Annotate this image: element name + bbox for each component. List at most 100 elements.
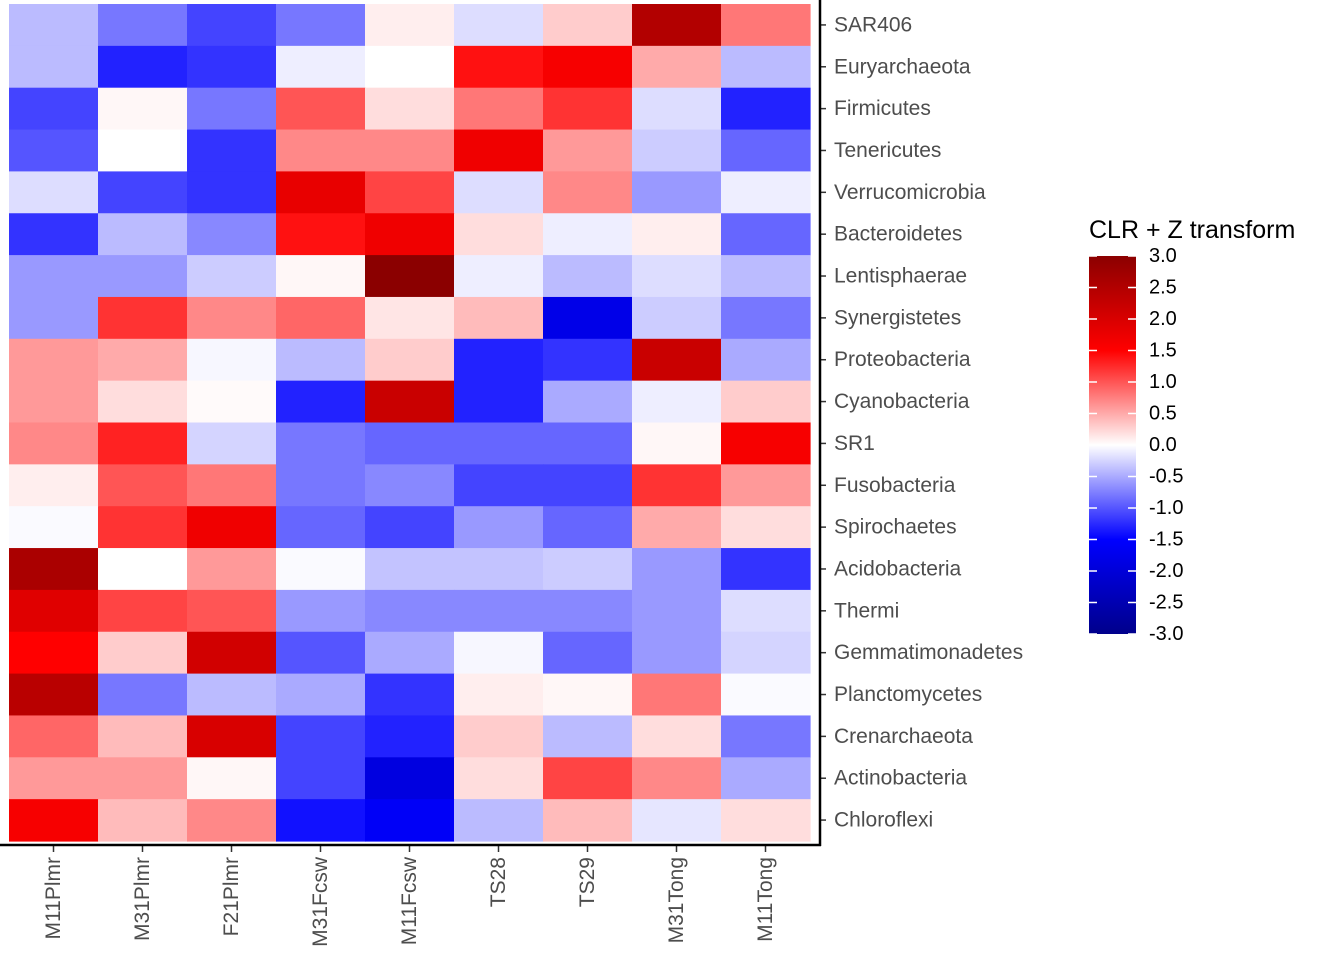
heatmap-cell [721, 338, 811, 382]
row-labels: SAR406 Euryarchaeota Firmicutes Tenericutes… [820, 13, 1023, 832]
heatmap-cell [632, 338, 722, 382]
heatmap-cell [276, 380, 366, 424]
heatmap-cell [721, 129, 811, 172]
heatmap-cell [9, 171, 99, 214]
heatmap-cell [543, 548, 633, 591]
heatmap-cell [9, 45, 99, 89]
row-label: SAR406 [834, 13, 912, 36]
heatmap-cell [454, 715, 544, 758]
heatmap-cell [365, 589, 455, 633]
heatmap-cell [632, 422, 722, 465]
heatmap-cell [98, 338, 188, 382]
heatmap-cell [98, 506, 188, 549]
heatmap-cell [632, 87, 722, 131]
row-label: Firmicutes [834, 97, 931, 120]
column-label: M31Tong [665, 857, 688, 943]
heatmap-cell [9, 380, 99, 424]
heatmap-cell [721, 296, 811, 340]
heatmap-cells [9, 4, 811, 842]
heatmap-cell [187, 757, 277, 800]
heatmap-cell [187, 129, 277, 172]
heatmap-cell [276, 255, 366, 298]
heatmap-cell [365, 548, 455, 591]
row-label: Proteobacteria [834, 348, 971, 371]
heatmap-cell [632, 757, 722, 800]
heatmap-cell [9, 631, 99, 675]
column-labels: M11Plmr M31Plmr F21Plmr M31Fcsw M11Fcsw TS28 T… [42, 846, 777, 947]
heatmap-cell [543, 757, 633, 800]
row-label: Euryarchaeota [834, 55, 971, 78]
heatmap-cell [365, 464, 455, 507]
heatmap-cell [276, 589, 366, 633]
heatmap-cell [365, 296, 455, 340]
heatmap-cell [9, 255, 99, 298]
heatmap-cell [365, 380, 455, 424]
heatmap-cell [543, 380, 633, 424]
heatmap-cell [98, 631, 188, 675]
heatmap-cell [98, 422, 188, 465]
heatmap-cell [276, 757, 366, 800]
heatmap-cell [543, 673, 633, 717]
heatmap-cell [98, 548, 188, 591]
colorbar-tick-label: -2.0 [1149, 560, 1183, 582]
row-label: Lentisphaerae [834, 265, 967, 288]
heatmap-cell [365, 213, 455, 256]
heatmap-cell [543, 338, 633, 382]
colorbar-tick-label: -0.5 [1149, 466, 1183, 488]
heatmap-cell [721, 422, 811, 465]
colorbar-tick-label: 2.0 [1149, 308, 1177, 330]
heatmap-cell [632, 506, 722, 549]
heatmap-cell [276, 506, 366, 549]
heatmap-cell [187, 45, 277, 89]
heatmap-cell [632, 45, 722, 89]
column-label: M11Fcsw [398, 856, 421, 945]
heatmap-cell [9, 464, 99, 507]
heatmap-cell [98, 4, 188, 47]
heatmap-cell [721, 757, 811, 800]
heatmap-cell [543, 715, 633, 758]
column-label: TS28 [487, 857, 510, 907]
row-label: Crenarchaeota [834, 725, 973, 748]
heatmap-cell [9, 715, 99, 758]
row-label: Planctomycetes [834, 683, 982, 706]
heatmap-cell [9, 87, 99, 131]
heatmap-cell [632, 548, 722, 591]
row-label: Gemmatimonadetes [834, 641, 1023, 664]
heatmap-cell [9, 338, 99, 382]
colorbar-tick-label: 1.0 [1149, 371, 1177, 393]
heatmap-cell [9, 589, 99, 633]
heatmap-cell [276, 673, 366, 717]
colorbar-tick-label: -1.5 [1149, 529, 1183, 551]
heatmap-cell [543, 4, 633, 47]
heatmap-cell [721, 589, 811, 633]
heatmap-cell [187, 799, 277, 842]
column-label: M11Plmr [42, 857, 65, 939]
colorbar-tick-label: 2.5 [1149, 277, 1177, 299]
heatmap-cell [9, 506, 99, 549]
heatmap-cell [98, 45, 188, 89]
heatmap-cell [187, 631, 277, 675]
heatmap-cell [365, 506, 455, 549]
heatmap-cell [721, 87, 811, 131]
colorbar-tick-label: 3.0 [1149, 245, 1177, 267]
heatmap-cell [9, 4, 99, 47]
heatmap-cell [454, 673, 544, 717]
heatmap-cell [543, 213, 633, 256]
heatmap-cell [454, 45, 544, 89]
heatmap-cell [187, 464, 277, 507]
heatmap-cell [276, 171, 366, 214]
colorbar-tick-label: -2.5 [1149, 592, 1183, 614]
colorbar-tick-label: 0.5 [1149, 403, 1177, 425]
heatmap-cell [187, 213, 277, 256]
heatmap-cell [721, 548, 811, 591]
heatmap-cell [632, 673, 722, 717]
heatmap-cell [632, 631, 722, 675]
heatmap-cell [632, 380, 722, 424]
heatmap-cell [9, 129, 99, 172]
heatmap-cell [454, 296, 544, 340]
row-label: SR1 [834, 432, 875, 455]
heatmap-cell [187, 171, 277, 214]
heatmap-cell [187, 673, 277, 717]
heatmap-cell [721, 171, 811, 214]
heatmap-cell [543, 45, 633, 89]
